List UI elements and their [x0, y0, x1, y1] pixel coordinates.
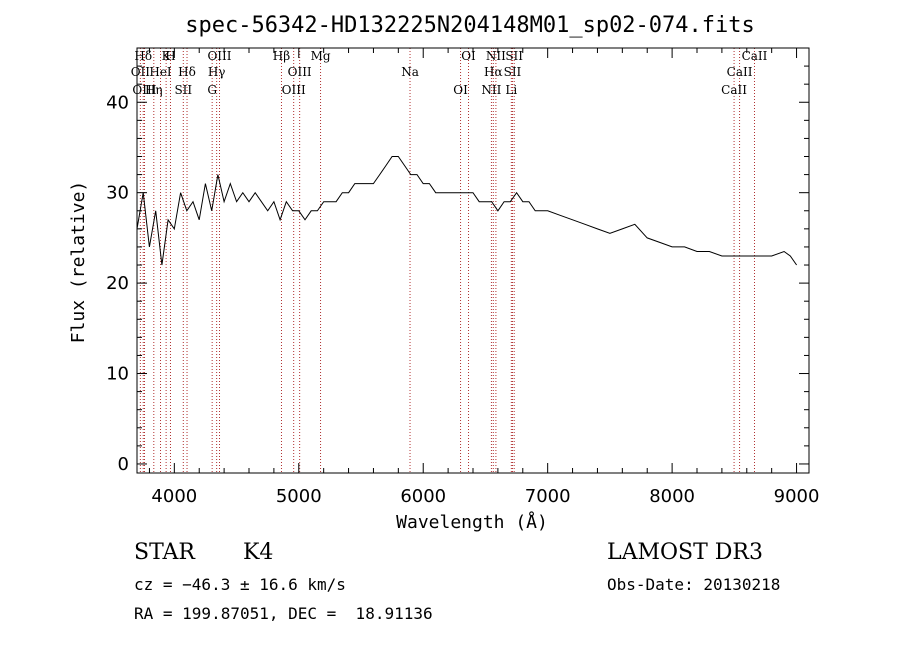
line-label: OIII: [282, 83, 306, 97]
line-label: Na: [401, 65, 419, 79]
line-label: NII: [486, 49, 506, 63]
obs-date: Obs-Date: 20130218: [607, 575, 781, 594]
line-label: Hη: [145, 83, 163, 97]
x-tick-label: 5000: [276, 486, 322, 507]
y-axis-label: Flux (relative): [68, 181, 89, 344]
line-label: OII: [131, 65, 151, 79]
y-tick-label: 30: [106, 183, 129, 204]
chart-title: spec-56342-HD132225N204148M01_sp02-074.f…: [185, 13, 755, 38]
line-label: Mg: [311, 49, 331, 63]
survey-name: LAMOST DR3: [607, 540, 763, 565]
y-tick-label: 20: [106, 273, 129, 294]
y-tick-label: 40: [106, 92, 129, 113]
line-label: OIII: [288, 65, 312, 79]
spectral-line-markers: [139, 48, 755, 473]
plot-frame: [136, 47, 810, 474]
x-tick-labels: 4000 5000 6000 7000 8000 9000: [151, 486, 819, 507]
line-label: Hγ: [208, 65, 226, 79]
ra-dec: RA = 199.87051, DEC = 18.91136: [134, 604, 433, 623]
line-label: HeI: [149, 65, 172, 79]
line-label: Li: [505, 83, 517, 97]
y-tick-label: 0: [118, 454, 129, 475]
x-axis-label: Wavelength (Å): [396, 511, 548, 533]
line-label: OIII: [207, 49, 231, 63]
line-label: SII: [504, 65, 522, 79]
line-label: CaII: [727, 65, 753, 79]
line-label: OI: [453, 83, 468, 97]
line-label: H: [165, 49, 175, 63]
x-tick-label: 6000: [400, 486, 446, 507]
redshift-cz: cz = −46.3 ± 16.6 km/s: [134, 575, 346, 594]
line-label: OIII: [132, 83, 156, 97]
line-label: K: [162, 49, 172, 63]
x-tick-label: 7000: [525, 486, 571, 507]
object-type: STAR: [134, 540, 195, 565]
axis-ticks: [137, 48, 809, 473]
line-label: Hδ: [178, 65, 196, 79]
line-label: CaII: [742, 49, 768, 63]
spectrum-line: [136, 156, 798, 266]
line-label: NII: [481, 83, 501, 97]
line-label: SII: [174, 83, 192, 97]
line-label: Hβ: [273, 49, 290, 63]
line-label: Hδ: [134, 49, 152, 63]
spectral-line-labels: HδOIIOIIIKHeIHηHHδSIIOIIIHγGHβOIIIOIIIMg…: [131, 49, 768, 97]
x-tick-label: 4000: [151, 486, 197, 507]
line-label: G: [207, 83, 217, 97]
y-tick-labels: 0 10 20 30 40: [106, 92, 129, 475]
line-label: OI: [461, 49, 476, 63]
line-label: CaII: [721, 83, 747, 97]
x-tick-label: 9000: [774, 486, 820, 507]
line-label: SII: [505, 49, 523, 63]
line-label: Hα: [484, 65, 503, 79]
y-tick-label: 10: [106, 364, 129, 385]
x-tick-label: 8000: [649, 486, 695, 507]
subclass: K4: [243, 540, 274, 565]
